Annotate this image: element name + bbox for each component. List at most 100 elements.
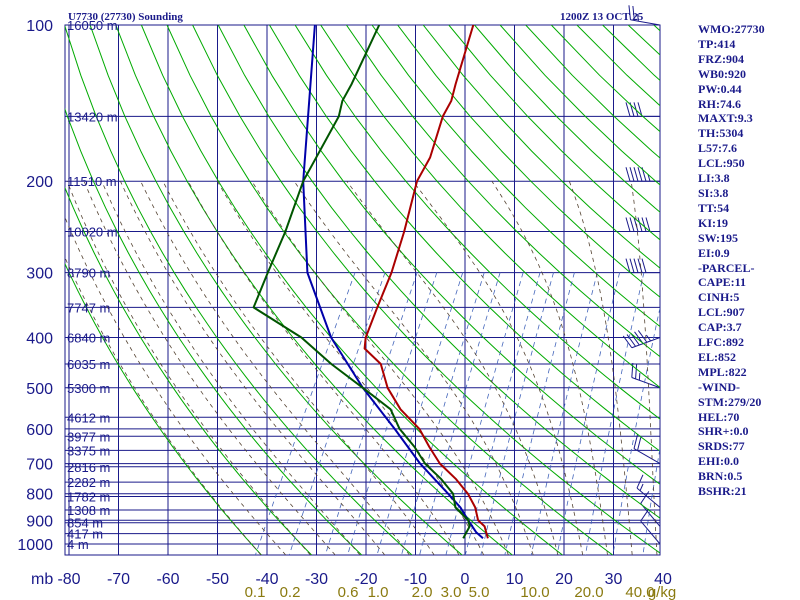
index-value: RH:74.6 bbox=[698, 96, 741, 111]
wind-barb-feather bbox=[633, 167, 639, 182]
index-value: EHI:0.0 bbox=[698, 454, 740, 469]
mixing-ratio-line bbox=[556, 272, 620, 555]
pressure-tick-label: 500 bbox=[26, 381, 53, 398]
index-value: -WIND- bbox=[698, 379, 740, 394]
temperature-tick-label: 10 bbox=[506, 571, 524, 588]
index-value: TT:54 bbox=[698, 200, 730, 215]
mixing-ratio-line bbox=[401, 272, 485, 555]
dry-adiabat bbox=[140, 25, 563, 555]
dry-adiabat bbox=[243, 25, 660, 485]
temperature-tick-label: 30 bbox=[605, 571, 623, 588]
mixing-ratio-label: 0.1 bbox=[245, 584, 266, 600]
wind-barb-feather bbox=[640, 508, 650, 522]
pressure-tick-label: 1000 bbox=[17, 537, 53, 554]
wind-barb-feather bbox=[622, 335, 633, 349]
index-value: PW:0.44 bbox=[698, 81, 742, 96]
moist-adiabat bbox=[65, 256, 262, 555]
height-label: 1308 m bbox=[67, 503, 110, 518]
mixing-ratio-label: 5.0 bbox=[469, 584, 490, 600]
wind-barb-feather bbox=[636, 474, 644, 489]
index-value: STM:279/20 bbox=[698, 394, 762, 409]
index-value: WB0:920 bbox=[698, 66, 746, 81]
dry-adiabat bbox=[371, 25, 660, 328]
mixing-ratio-line bbox=[288, 272, 386, 555]
pressure-tick-label: 600 bbox=[26, 422, 53, 439]
moist-adiabat bbox=[101, 181, 361, 555]
wind-barb bbox=[622, 330, 661, 349]
index-value: FRZ:904 bbox=[698, 51, 744, 66]
wind-barb-staff bbox=[633, 448, 661, 465]
mixing-ratio-line bbox=[376, 272, 464, 555]
mixing-ratio-label: 0.6 bbox=[338, 584, 359, 600]
height-label: 4 m bbox=[67, 537, 89, 552]
wind-barb-staff bbox=[636, 487, 661, 508]
mixing-ratio-line bbox=[324, 272, 418, 555]
height-label: 854 m bbox=[67, 516, 103, 531]
temperature-tick-label: -70 bbox=[107, 571, 130, 588]
index-value: MPL:822 bbox=[698, 364, 747, 379]
index-value: EL:852 bbox=[698, 349, 737, 364]
wind-barb bbox=[633, 434, 661, 465]
temperature-tick-label: 0 bbox=[461, 571, 470, 588]
dry-adiabat bbox=[65, 107, 363, 555]
mixing-ratio-label: 3.0 bbox=[441, 584, 462, 600]
mixing-ratio-line bbox=[445, 272, 524, 555]
dry-adiabat bbox=[65, 186, 312, 555]
wind-barb-feather bbox=[637, 330, 648, 343]
mixing-ratio-label: 1.0 bbox=[368, 584, 389, 600]
temperature-tick-label: -20 bbox=[354, 571, 377, 588]
sounding-time: 1200Z 13 OCT 25 bbox=[560, 11, 644, 23]
temperature-tick-label: -60 bbox=[156, 571, 179, 588]
index-value: -PARCEL- bbox=[698, 260, 755, 275]
pressure-tick-label: 700 bbox=[26, 457, 53, 474]
wind-barb-feather bbox=[625, 167, 631, 182]
wind-barb bbox=[640, 508, 661, 545]
temperature-tick-label: 20 bbox=[555, 571, 573, 588]
plot-frame bbox=[64, 24, 661, 556]
height-label: 5300 m bbox=[67, 381, 110, 396]
dry-adiabat bbox=[269, 25, 660, 452]
wind-barb-feather bbox=[625, 102, 631, 117]
index-value: LFC:892 bbox=[698, 335, 744, 350]
mixing-ratio-line bbox=[612, 305, 660, 555]
wind-barb-feather bbox=[636, 436, 642, 451]
moist-adiabat bbox=[83, 181, 336, 555]
index-value: L57:7.6 bbox=[698, 141, 737, 156]
index-value: EI:0.9 bbox=[698, 245, 730, 260]
wind-barb-feather bbox=[641, 258, 647, 273]
wind-barb-staff bbox=[640, 503, 661, 527]
mixing-ratio-unit: g/kg bbox=[648, 584, 676, 600]
height-label: 8790 m bbox=[67, 266, 110, 281]
wind-barb-feather bbox=[633, 434, 639, 449]
mixing-ratio-label: 10.0 bbox=[520, 584, 549, 600]
height-label: 2282 m bbox=[67, 475, 110, 490]
index-value: MAXT:9.3 bbox=[698, 111, 753, 126]
dry-adiabat bbox=[166, 25, 613, 555]
height-label: 2816 m bbox=[67, 460, 110, 475]
index-value: BRN:0.5 bbox=[698, 469, 743, 484]
temperature-tick-label: -50 bbox=[206, 571, 229, 588]
wind-barb-feather bbox=[633, 258, 639, 273]
mixing-ratio-label: 40.0 bbox=[625, 584, 654, 600]
mixing-ratio-line bbox=[480, 272, 554, 555]
dry-adiabat bbox=[192, 25, 660, 554]
index-value: CAP:3.7 bbox=[698, 320, 742, 335]
temperature-line bbox=[363, 25, 489, 539]
wind-barb-feather bbox=[629, 258, 635, 273]
index-value: LCL:950 bbox=[698, 156, 745, 171]
wind-barb-staff bbox=[640, 520, 661, 545]
index-value: WMO:27730 bbox=[698, 22, 765, 36]
dry-adiabat bbox=[89, 25, 463, 555]
dry-adiabat bbox=[422, 25, 660, 269]
wind-barb-half-feather bbox=[645, 334, 652, 342]
mixing-ratio-line bbox=[585, 272, 645, 555]
wind-barb-feather bbox=[632, 5, 635, 21]
moist-adiabat bbox=[120, 181, 386, 555]
wind-barb-feather bbox=[628, 5, 631, 20]
wind-barb-feather bbox=[637, 167, 643, 182]
pressure-tick-label: 800 bbox=[26, 487, 53, 504]
mixing-ratio-line bbox=[419, 272, 501, 555]
index-value: LCL:907 bbox=[698, 305, 745, 320]
height-label: 1782 m bbox=[67, 490, 110, 505]
